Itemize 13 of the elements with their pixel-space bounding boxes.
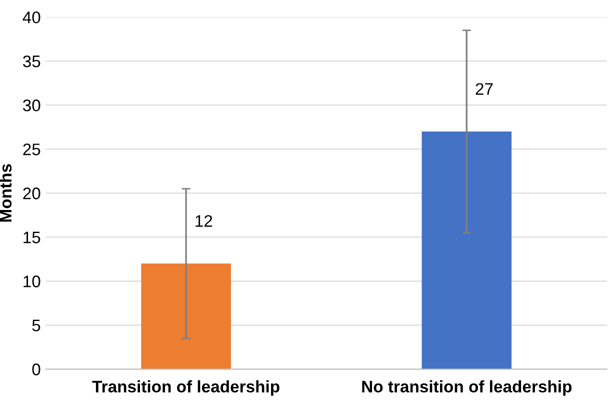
data-label: 12 — [196, 215, 212, 227]
y-tick-label: 5 — [32, 320, 40, 332]
y-tick-label: 10 — [24, 276, 40, 288]
y-tick-label: 25 — [23, 144, 40, 156]
data-label: 27 — [476, 83, 493, 95]
y-tick-label: 15 — [24, 232, 40, 244]
y-tick-label: 0 — [32, 364, 40, 376]
x-tick-label: No transition of leadership — [362, 380, 572, 396]
y-tick-label: 30 — [22, 100, 40, 112]
y-tick-label: 20 — [23, 188, 40, 200]
y-tick-label: 35 — [22, 56, 40, 68]
x-tick-label: Transition of leadership — [92, 380, 280, 396]
y-tick-label: 40 — [22, 11, 40, 24]
